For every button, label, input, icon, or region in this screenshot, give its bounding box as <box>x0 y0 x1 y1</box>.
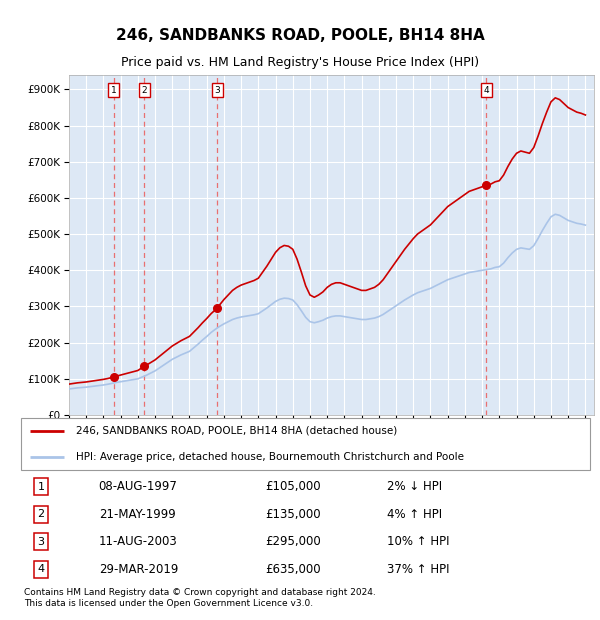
Text: 11-AUG-2003: 11-AUG-2003 <box>98 535 178 548</box>
Text: £135,000: £135,000 <box>266 508 322 521</box>
Text: HPI: Average price, detached house, Bournemouth Christchurch and Poole: HPI: Average price, detached house, Bour… <box>76 453 464 463</box>
Text: 08-AUG-1997: 08-AUG-1997 <box>98 480 178 494</box>
Text: 246, SANDBANKS ROAD, POOLE, BH14 8HA (detached house): 246, SANDBANKS ROAD, POOLE, BH14 8HA (de… <box>76 426 397 436</box>
Text: £105,000: £105,000 <box>266 480 322 494</box>
Text: 29-MAR-2019: 29-MAR-2019 <box>98 563 178 576</box>
Text: 2% ↓ HPI: 2% ↓ HPI <box>386 480 442 494</box>
Text: 4: 4 <box>484 86 489 95</box>
Text: 4% ↑ HPI: 4% ↑ HPI <box>386 508 442 521</box>
Text: 2: 2 <box>37 509 44 520</box>
Text: £635,000: £635,000 <box>266 563 322 576</box>
Text: 4: 4 <box>37 564 44 574</box>
Text: Price paid vs. HM Land Registry's House Price Index (HPI): Price paid vs. HM Land Registry's House … <box>121 56 479 69</box>
Text: 2: 2 <box>142 86 147 95</box>
Text: 3: 3 <box>38 537 44 547</box>
Text: 10% ↑ HPI: 10% ↑ HPI <box>386 535 449 548</box>
Text: 21-MAY-1999: 21-MAY-1999 <box>98 508 175 521</box>
FancyBboxPatch shape <box>21 418 590 470</box>
Text: 37% ↑ HPI: 37% ↑ HPI <box>386 563 449 576</box>
Text: 246, SANDBANKS ROAD, POOLE, BH14 8HA: 246, SANDBANKS ROAD, POOLE, BH14 8HA <box>116 28 484 43</box>
Text: 1: 1 <box>111 86 116 95</box>
Text: 3: 3 <box>214 86 220 95</box>
Text: £295,000: £295,000 <box>266 535 322 548</box>
Text: Contains HM Land Registry data © Crown copyright and database right 2024.
This d: Contains HM Land Registry data © Crown c… <box>24 588 376 608</box>
Text: 1: 1 <box>38 482 44 492</box>
